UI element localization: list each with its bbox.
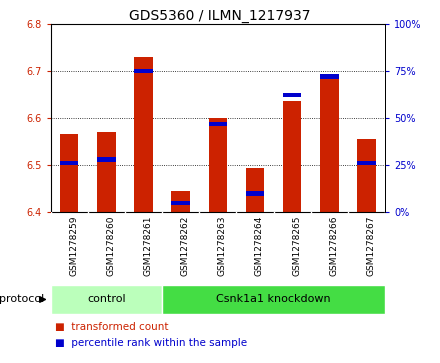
Text: GSM1278261: GSM1278261 (143, 216, 153, 277)
Text: ■  transformed count: ■ transformed count (55, 322, 169, 332)
Bar (283, 93, 301, 97)
Bar (320, 74, 338, 78)
Text: GSM1278267: GSM1278267 (367, 216, 375, 277)
Bar (171, 191, 190, 212)
Bar (97, 158, 116, 162)
Bar (283, 102, 301, 212)
Text: GSM1278265: GSM1278265 (292, 216, 301, 277)
Text: Csnk1a1 knockdown: Csnk1a1 knockdown (216, 294, 331, 305)
Bar (162, 285, 385, 314)
Text: GSM1278263: GSM1278263 (218, 216, 227, 277)
Bar (246, 168, 264, 212)
Bar (357, 161, 376, 166)
Text: protocol: protocol (0, 294, 44, 305)
Bar (97, 132, 116, 212)
Bar (134, 57, 153, 212)
Bar (357, 139, 376, 212)
Bar (60, 134, 78, 212)
Bar (51, 285, 162, 314)
Bar (209, 118, 227, 212)
Text: GSM1278264: GSM1278264 (255, 216, 264, 276)
Text: GSM1278259: GSM1278259 (69, 216, 78, 277)
Bar (134, 69, 153, 73)
Bar (320, 78, 338, 212)
Bar (60, 161, 78, 166)
Text: control: control (87, 294, 126, 305)
Text: ■  percentile rank within the sample: ■ percentile rank within the sample (55, 338, 247, 348)
Text: GSM1278262: GSM1278262 (181, 216, 190, 276)
Text: GDS5360 / ILMN_1217937: GDS5360 / ILMN_1217937 (129, 9, 311, 23)
Bar (171, 201, 190, 205)
Text: GSM1278260: GSM1278260 (106, 216, 115, 277)
Text: GSM1278266: GSM1278266 (329, 216, 338, 277)
Bar (209, 122, 227, 126)
Bar (246, 191, 264, 196)
